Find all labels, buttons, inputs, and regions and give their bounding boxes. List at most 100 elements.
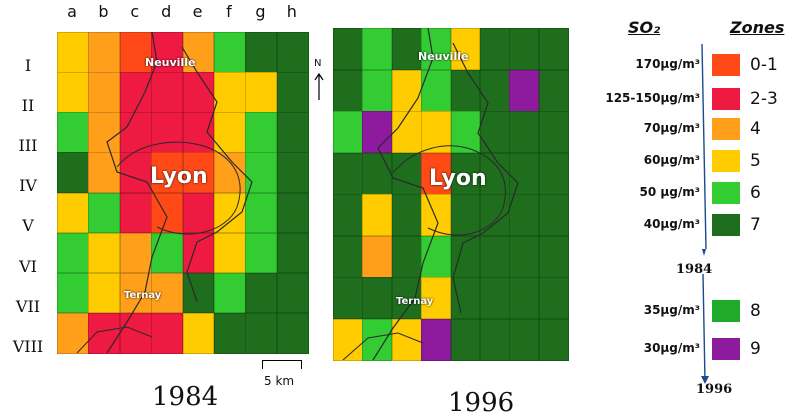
map96-cell-5-5 xyxy=(479,235,510,278)
legend-swatch-6 xyxy=(712,300,740,322)
map96-cell-6-7 xyxy=(538,277,569,319)
column-label-e: e xyxy=(192,2,203,21)
map96-cell-1-6 xyxy=(509,69,540,112)
map96-cell-5-3 xyxy=(421,235,451,278)
map96-cell-4-6 xyxy=(509,194,540,236)
map96-cell-5-7 xyxy=(538,235,569,278)
map84-cell-3-7 xyxy=(276,152,309,193)
map96-cell-0-2 xyxy=(391,28,422,70)
map96-cell-0-5 xyxy=(479,28,510,70)
map96-cell-5-1 xyxy=(362,235,393,278)
map84-cell-2-7 xyxy=(276,112,309,153)
map84-cell-5-6 xyxy=(245,232,278,274)
city-label-1984: Lyon xyxy=(150,164,208,189)
city-label-1996: Lyon xyxy=(429,166,487,191)
map96-cell-1-5 xyxy=(479,69,510,112)
legend-zone-1: 2-3 xyxy=(750,89,778,109)
map96-cell-5-2 xyxy=(391,235,422,278)
row-label-I: I xyxy=(24,56,32,75)
column-label-f: f xyxy=(226,2,232,21)
map96-cell-2-7 xyxy=(538,111,569,153)
map96-cell-7-3 xyxy=(421,318,451,361)
north-label: N xyxy=(314,58,322,69)
north-town-label-1984: Neuville xyxy=(145,56,196,69)
map84-cell-2-0 xyxy=(57,112,89,153)
map84-cell-3-0 xyxy=(57,152,89,193)
map96-cell-7-4 xyxy=(450,318,481,361)
map84-cell-0-6 xyxy=(245,32,278,73)
map96-cell-1-1 xyxy=(362,69,393,112)
map96-cell-6-3 xyxy=(421,277,451,319)
map84-cell-1-1 xyxy=(88,72,121,113)
column-label-h: h xyxy=(286,2,297,21)
map84-cell-2-4 xyxy=(182,112,215,153)
map84-cell-7-7 xyxy=(276,312,309,354)
map84-cell-0-5 xyxy=(213,32,246,73)
scale-label: 5 km xyxy=(264,374,295,388)
legend-swatch-4 xyxy=(712,182,740,204)
timeline-arrow-icon xyxy=(701,44,709,384)
map84-cell-6-4 xyxy=(182,272,215,314)
map96-cell-7-7 xyxy=(538,318,569,361)
north-arrow-icon xyxy=(314,72,324,100)
map84-cell-0-4 xyxy=(182,32,215,73)
map84-cell-0-7 xyxy=(276,32,309,73)
map96-cell-7-6 xyxy=(509,318,540,361)
map96-cell-1-2 xyxy=(391,69,422,112)
map84-cell-7-5 xyxy=(213,312,246,354)
map84-cell-7-4 xyxy=(182,312,215,354)
map84-cell-1-6 xyxy=(245,72,278,113)
north-arrow: N xyxy=(311,58,327,104)
map84-cell-5-1 xyxy=(88,232,121,274)
map96-cell-4-2 xyxy=(391,194,422,236)
map84-cell-4-2 xyxy=(119,192,152,234)
map84-cell-6-0 xyxy=(57,272,89,314)
legend-concentration-6: 35µg/m³ xyxy=(643,303,700,317)
map96-cell-4-7 xyxy=(538,194,569,236)
map96-cell-2-0 xyxy=(333,111,363,153)
row-label-IV: IV xyxy=(19,176,37,196)
row-label-VI: VI xyxy=(19,256,37,276)
map96-cell-2-6 xyxy=(509,111,540,153)
map96-cell-3-0 xyxy=(333,152,363,195)
zones-heading: Zones xyxy=(730,18,785,37)
row-label-VIII: VIII xyxy=(12,336,44,356)
so2-heading: SO₂ xyxy=(628,18,661,37)
caption-1984: 1984 xyxy=(152,382,219,412)
map-1996-grid xyxy=(333,28,569,361)
map84-cell-5-3 xyxy=(151,232,183,274)
map96-cell-4-1 xyxy=(362,194,393,236)
legend-concentration-1: 125-150µg/m³ xyxy=(605,91,700,105)
map84-cell-4-0 xyxy=(57,192,89,234)
column-label-d: d xyxy=(161,2,172,21)
map84-cell-5-4 xyxy=(182,232,215,274)
map-1984-boundary xyxy=(76,32,253,353)
map96-cell-6-4 xyxy=(450,277,481,319)
legend-zone-2: 4 xyxy=(750,119,761,139)
map96-cell-0-6 xyxy=(509,28,540,70)
legend-zone-5: 7 xyxy=(750,215,761,235)
legend-swatch-0 xyxy=(712,54,740,76)
map96-cell-2-1 xyxy=(362,111,393,153)
map96-cell-1-0 xyxy=(333,69,363,112)
map96-cell-0-7 xyxy=(538,28,569,70)
column-label-g: g xyxy=(255,2,266,21)
map84-cell-1-7 xyxy=(276,72,309,113)
map-1996-boundary xyxy=(342,28,519,360)
legend-year-1984: 1984 xyxy=(676,262,713,277)
map84-cell-7-1 xyxy=(88,312,121,354)
map84-cell-3-3 xyxy=(151,152,183,193)
south-town-label-1984: Ternay xyxy=(124,290,162,301)
map84-cell-1-3 xyxy=(151,72,183,113)
map84-cell-4-1 xyxy=(88,192,121,234)
legend-swatch-2 xyxy=(712,118,740,140)
caption-1996: 1996 xyxy=(448,388,515,418)
map84-cell-2-6 xyxy=(245,112,278,153)
map96-cell-5-6 xyxy=(509,235,540,278)
map84-cell-1-5 xyxy=(213,72,246,113)
map96-cell-3-1 xyxy=(362,152,393,195)
legend-zone-7: 9 xyxy=(750,339,761,359)
north-town-label-1996: Neuville xyxy=(418,50,469,63)
map84-cell-6-1 xyxy=(88,272,121,314)
map96-cell-1-4 xyxy=(450,69,481,112)
